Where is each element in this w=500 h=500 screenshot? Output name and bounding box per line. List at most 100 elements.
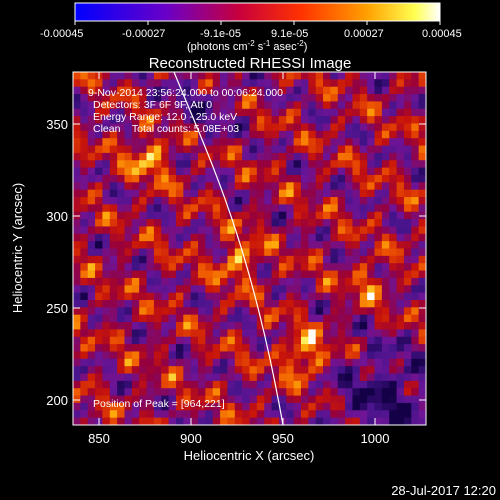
heatmap-cell <box>153 123 162 132</box>
heatmap-cell <box>264 358 272 367</box>
heatmap-cell <box>117 358 125 367</box>
heatmap-cell <box>87 351 96 360</box>
heatmap-cell <box>227 167 236 176</box>
heatmap-cell <box>175 277 184 286</box>
heatmap-cell <box>124 108 133 117</box>
heatmap-cell <box>161 94 169 102</box>
heatmap-cell <box>411 285 420 294</box>
heatmap-cell <box>337 72 346 80</box>
heatmap-cell <box>271 402 280 411</box>
heatmap-cell <box>220 314 228 323</box>
heatmap-cell <box>293 417 302 425</box>
heatmap-cell <box>293 211 302 220</box>
heatmap-cell <box>139 322 147 330</box>
heatmap-cell <box>367 182 375 191</box>
heatmap-cell <box>109 226 118 235</box>
heatmap-cell <box>73 101 81 110</box>
heatmap-cell <box>411 292 420 301</box>
heatmap-cell <box>124 292 133 301</box>
heatmap-cell <box>220 123 228 132</box>
heatmap-cell <box>73 402 81 411</box>
heatmap-cell <box>153 395 162 404</box>
heatmap-cell <box>146 417 155 425</box>
heatmap-cell <box>337 417 346 425</box>
heatmap-cell <box>190 241 199 249</box>
heatmap-cell <box>249 277 258 286</box>
heatmap-cell <box>80 255 89 264</box>
heatmap-cell <box>337 344 346 352</box>
heatmap-cell <box>337 219 346 227</box>
heatmap-cell <box>256 402 265 411</box>
heatmap-cell <box>249 373 258 382</box>
heatmap-cell <box>131 123 140 132</box>
heatmap-cell <box>367 130 375 139</box>
heatmap-cell <box>345 79 353 88</box>
heatmap-cell <box>205 248 214 257</box>
heatmap-cell <box>109 233 118 242</box>
heatmap-cell <box>95 174 103 183</box>
heatmap-cell <box>139 307 147 316</box>
heatmap-cell <box>212 329 221 338</box>
heatmap-cell <box>234 86 243 95</box>
heatmap-cell <box>198 402 206 411</box>
heatmap-cell <box>300 79 309 88</box>
heatmap-cell <box>271 167 280 176</box>
heatmap-cell <box>102 344 111 352</box>
heatmap-cell <box>234 277 243 286</box>
heatmap-cell <box>87 101 96 110</box>
heatmap-cell <box>175 322 184 330</box>
heatmap-cell <box>418 145 426 154</box>
heatmap-cell <box>308 344 317 352</box>
heatmap-cell <box>190 366 199 374</box>
heatmap-cell <box>131 241 140 249</box>
heatmap-cell <box>161 219 169 227</box>
heatmap-cell <box>139 277 147 286</box>
heatmap-cell <box>175 373 184 382</box>
heatmap-cell <box>87 241 96 249</box>
heatmap-cell <box>139 270 147 279</box>
heatmap-cell <box>109 395 118 404</box>
heatmap-cell <box>315 219 324 227</box>
heatmap-cell <box>95 86 103 95</box>
heatmap-cell <box>161 116 169 124</box>
heatmap-cell <box>418 138 426 146</box>
x-tick-label: 900 <box>180 431 202 446</box>
heatmap-cell <box>168 233 177 242</box>
heatmap-cell <box>403 79 412 88</box>
heatmap-cell <box>139 329 147 338</box>
heatmap-cell <box>87 292 96 301</box>
heatmap-cell <box>300 255 309 264</box>
heatmap-cell <box>271 197 280 205</box>
heatmap-cell <box>139 138 147 146</box>
heatmap-cell <box>190 123 199 132</box>
heatmap-cell <box>95 366 103 374</box>
heatmap-cell <box>153 174 162 183</box>
heatmap-cell <box>220 395 228 404</box>
heatmap-cell <box>330 351 339 360</box>
heatmap-cell <box>109 108 118 117</box>
heatmap-cell <box>359 145 368 154</box>
heatmap-cell <box>308 197 317 205</box>
heatmap-cell <box>234 388 243 396</box>
heatmap-cell <box>146 358 155 367</box>
heatmap-cell <box>256 160 265 168</box>
heatmap-cell <box>396 204 405 213</box>
heatmap-cell <box>190 336 199 345</box>
heatmap-cell <box>161 86 169 95</box>
heatmap-cell <box>411 79 420 88</box>
heatmap-cell <box>198 204 206 213</box>
heatmap-cell <box>139 72 147 80</box>
heatmap-cell <box>153 299 162 308</box>
heatmap-cell <box>359 351 368 360</box>
heatmap-cell <box>300 116 309 124</box>
heatmap-cell <box>293 351 302 360</box>
heatmap-cell <box>271 314 280 323</box>
heatmap-cell <box>227 402 236 411</box>
heatmap-cell <box>278 167 287 176</box>
heatmap-cell <box>124 86 133 95</box>
heatmap-cell <box>168 329 177 338</box>
heatmap-cell <box>131 174 140 183</box>
heatmap-cell <box>131 108 140 117</box>
heatmap-cell <box>183 380 192 389</box>
heatmap-cell <box>300 160 309 168</box>
